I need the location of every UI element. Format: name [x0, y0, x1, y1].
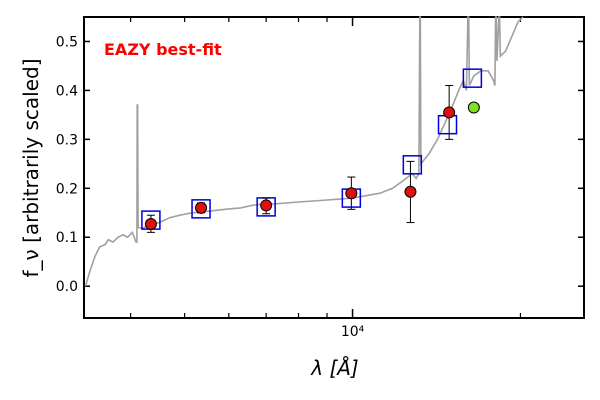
observed-point: [443, 106, 456, 119]
observed-point: [144, 218, 157, 231]
axis-ticks: 0.0 0.1 0.2 0.3 0.4 0.5 10⁴: [56, 17, 584, 340]
y-tick-label: 0.1: [56, 230, 78, 246]
observed-points-group: [144, 101, 480, 231]
y-tick-label: 0.2: [56, 181, 78, 197]
observed-point: [404, 185, 417, 198]
observed-point: [195, 201, 208, 214]
y-axis-title: f_ν [arbitrarily scaled]: [19, 59, 43, 278]
x-tick-label: 10⁴: [341, 324, 365, 340]
y-tick-label: 0.3: [56, 132, 78, 148]
model-box: [462, 68, 483, 88]
x-axis-title: λ [Å]: [310, 356, 358, 380]
y-tick-label: 0.0: [56, 279, 78, 295]
model-box: [402, 155, 423, 175]
y-tick-label: 0.5: [56, 34, 78, 50]
observed-point: [345, 187, 358, 200]
plot-frame: [83, 16, 585, 319]
annotation-label: EAZY best-fit: [104, 40, 222, 59]
model-box: [191, 199, 211, 219]
observed-point: [260, 199, 273, 212]
y-tick-label: 0.4: [56, 83, 78, 99]
highlight-point: [467, 101, 480, 114]
